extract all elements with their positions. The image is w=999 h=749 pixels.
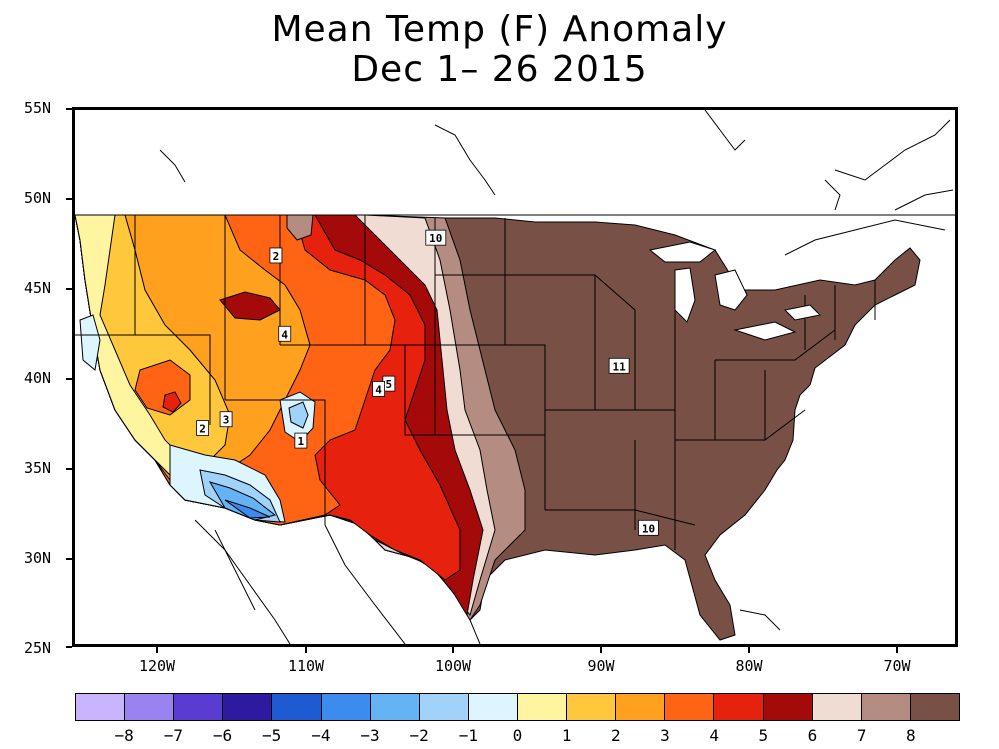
contour-label: 4 — [281, 328, 288, 341]
lat-tick — [66, 558, 72, 560]
lon-tick — [600, 647, 602, 653]
lon-tick — [896, 647, 898, 653]
lat-label-25n: 25N — [24, 639, 52, 657]
colorbar-swatch — [76, 694, 126, 720]
lon-tick — [452, 647, 454, 653]
colorbar-tick-label: −6 — [212, 726, 233, 745]
contour-label-box — [638, 519, 659, 536]
mexico-coastlines — [194, 519, 781, 644]
colorbar-tick-label: 5 — [758, 726, 769, 745]
colorbar-swatch — [567, 694, 617, 720]
map-title: Mean Temp (F) Anomaly — [271, 9, 728, 50]
lon-label-120w: 120W — [138, 657, 176, 675]
contour-label-box — [269, 247, 283, 264]
contour-label-box — [219, 411, 233, 428]
contour-label-box — [425, 229, 447, 246]
colorbar-swatch — [763, 694, 813, 720]
state-boundaries — [75, 214, 955, 550]
lat-label-40n: 40N — [24, 369, 52, 387]
colorbar-tick-label: 2 — [611, 726, 621, 745]
colorbar-tick-label: 4 — [709, 726, 719, 745]
contour-label-box — [196, 420, 209, 437]
lon-tick — [305, 647, 307, 653]
colorbar-tick-label: −5 — [262, 726, 282, 745]
colorbar-swatch — [321, 694, 371, 720]
map-date-range: Dec 1– 26 2015 — [351, 49, 648, 90]
colorbar-tick-label: −2 — [409, 726, 429, 745]
canada-coastlines — [159, 110, 954, 256]
contour-label: 10 — [642, 522, 655, 535]
colorbar-tick-label: −7 — [163, 726, 183, 745]
colorbar-swatch — [468, 694, 518, 720]
colorbar-swatch — [812, 694, 862, 720]
colorbar-swatch — [517, 694, 568, 720]
contour-label: 10 — [429, 232, 442, 245]
colorbar-swatch — [370, 694, 420, 720]
lat-label-55n: 55N — [24, 99, 52, 117]
lat-tick — [66, 468, 72, 470]
anomaly-pocket-nv-inner — [162, 391, 182, 413]
contour-label: 2 — [273, 250, 280, 263]
colorbar-swatch — [910, 694, 959, 720]
colorbar-tick-label: −1 — [458, 726, 478, 745]
lat-label-30n: 30N — [24, 549, 52, 567]
colorbar-tick-label: 0 — [512, 726, 523, 745]
lon-tick — [156, 647, 158, 653]
contour-label-box — [294, 432, 308, 449]
contour-label: 1 — [298, 435, 305, 448]
colorbar-swatch — [665, 694, 715, 720]
contour-label: 5 — [386, 378, 393, 391]
anomaly-pocket-minus3 — [208, 481, 277, 521]
anomaly-pocket-minus4 — [224, 499, 271, 519]
colorbar-swatch — [272, 694, 322, 720]
anomaly-pocket-co-inner — [288, 401, 309, 429]
colorbar-tick-label: 3 — [660, 726, 670, 745]
anomaly-pocket-minus1 — [79, 314, 101, 371]
lon-label-70w: 70W — [883, 657, 911, 675]
lat-tick — [66, 646, 72, 648]
colorbar-tick-label: −4 — [311, 726, 331, 745]
colorbar — [75, 693, 960, 721]
map-frame: 10 11 10 2 4 5 4 2 3 1 — [72, 107, 958, 647]
colorbar-swatch — [861, 694, 911, 720]
colorbar-swatch — [223, 694, 273, 720]
lat-label-35n: 35N — [24, 459, 52, 477]
colorbar-tick-label: 6 — [807, 726, 818, 745]
lat-tick — [66, 288, 72, 290]
lon-label-90w: 90W — [587, 657, 615, 675]
lon-label-80w: 80W — [735, 657, 763, 675]
lat-tick — [66, 378, 72, 380]
contour-label: 4 — [375, 383, 382, 396]
lon-tick — [748, 647, 750, 653]
lat-label-45n: 45N — [24, 279, 52, 297]
colorbar-tick-label: 7 — [856, 726, 867, 745]
colorbar-swatch — [125, 694, 175, 720]
lat-label-50n: 50N — [24, 189, 52, 207]
colorbar-swatch — [419, 694, 469, 720]
lon-label-100w: 100W — [434, 657, 472, 675]
contour-label: 2 — [199, 423, 206, 436]
contour-label-box — [278, 325, 292, 342]
contour-label-box — [372, 381, 386, 397]
colorbar-swatch — [616, 694, 666, 720]
contour-label-box — [608, 357, 630, 374]
lat-tick — [66, 108, 72, 110]
great-lakes — [648, 241, 822, 341]
colorbar-tick-label: −8 — [114, 726, 134, 745]
contour-label: 3 — [223, 414, 230, 427]
colorbar-tick-label: 1 — [561, 726, 572, 745]
lat-tick — [66, 198, 72, 200]
colorbar-tick-label: −3 — [360, 726, 380, 745]
lon-label-110w: 110W — [287, 657, 325, 675]
colorbar-swatch — [174, 694, 224, 720]
colorbar-tick-label: 8 — [906, 726, 916, 745]
colorbar-swatch — [714, 694, 764, 720]
contour-label: 11 — [613, 360, 627, 373]
